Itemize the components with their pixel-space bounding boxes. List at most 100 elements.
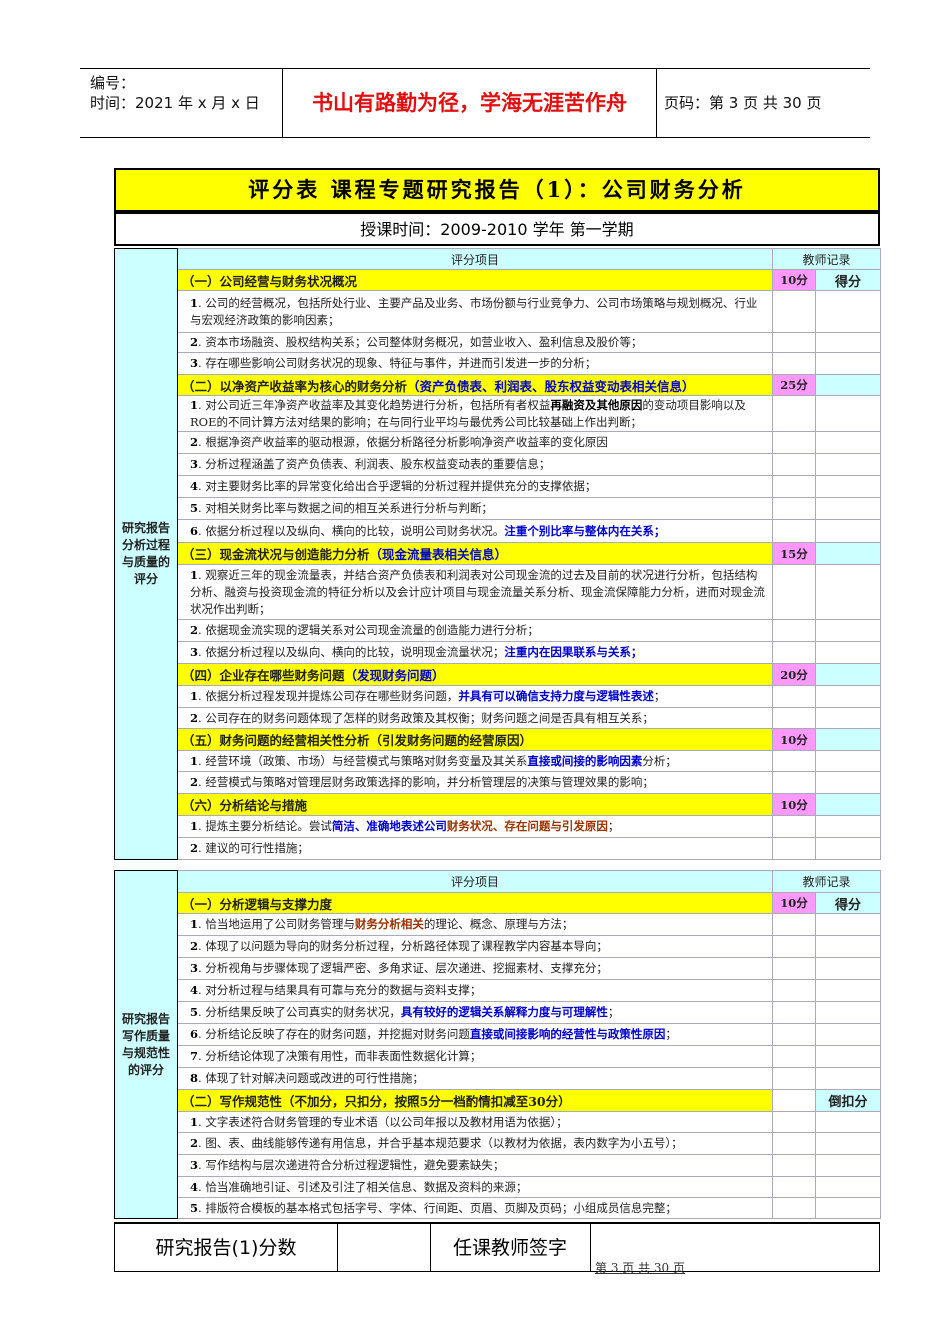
score-record-cell[interactable] [814,793,882,816]
category-points: 15分 [772,542,816,565]
points-cell[interactable] [772,1132,816,1155]
score-input-cell[interactable] [814,1001,882,1024]
criterion-row: 6. 分析结论反映了存在的财务问题，并挖掘对财务问题直接或间接影响的经营性与政策… [115,1023,882,1046]
points-cell[interactable] [772,332,816,353]
score-input-cell[interactable] [814,641,882,664]
points-cell[interactable] [772,837,816,860]
score-input-cell[interactable] [814,815,882,838]
points-cell[interactable] [772,979,816,1002]
points-cell[interactable] [772,475,816,498]
points-cell[interactable] [772,1111,816,1133]
text-segment: . 对相关财务比率与数据之间的相互关系进行分析与判断； [198,501,493,515]
score-input-cell[interactable] [814,352,882,375]
column-header-item: 评分项目 [177,248,773,270]
criterion-row: 2. 资本市场融资、股权结构关系；公司整体财务概况，如营业收入、盈利信息及股价等… [115,332,882,353]
score-input-cell[interactable] [814,685,882,708]
text-segment: （资产负债表、利润表、股东权益变动表相关信息） [407,378,695,394]
score-input-cell[interactable] [814,453,882,476]
points-cell[interactable] [772,1045,816,1068]
score-record-cell[interactable]: 得分 [814,269,882,291]
criterion-text: 2. 体现了以问题为导向的财务分析过程，分析路径体现了课程教学内容基本导向； [177,935,773,958]
points-cell[interactable] [772,1001,816,1024]
category-title: （二）以净资产收益率为核心的财务分析（资产负债表、利润表、股东权益变动表相关信息… [177,374,773,396]
points-cell[interactable] [772,1176,816,1198]
score-input-cell[interactable] [814,519,882,543]
criterion-row: 1. 依据分析过程发现并提炼公司存在哪些财务问题，并具有可以确信支持力度与逻辑性… [115,685,882,708]
text-segment: . 排版符合模板的基本格式包括字号、字体、行间距、页眉、页脚及页码；小组成员信息… [198,1200,677,1215]
points-cell[interactable] [772,352,816,375]
points-cell[interactable] [772,519,816,543]
points-cell[interactable] [772,771,816,794]
points-cell[interactable] [772,1197,816,1219]
score-input-cell[interactable] [814,475,882,498]
points-cell[interactable] [772,1067,816,1090]
text-segment: ； [607,819,620,833]
score-input-cell[interactable] [814,1176,882,1198]
score-record-cell[interactable] [814,374,882,396]
criterion-text: 2. 图、表、曲线能够传递有用信息，并合乎基本规范要求（以教材为依据，表内数字为… [177,1132,773,1155]
score-input-cell[interactable] [814,771,882,794]
score-input-cell[interactable] [814,1023,882,1046]
points-cell[interactable] [772,1023,816,1046]
points-cell[interactable] [772,619,816,642]
points-cell[interactable] [772,395,816,432]
score-input-cell[interactable] [814,957,882,980]
points-cell[interactable] [772,935,816,958]
score-input-cell[interactable] [814,332,882,353]
points-cell[interactable] [772,453,816,476]
score-input-cell[interactable] [814,1154,882,1177]
text-segment: 注重内在因果联系与关系； [504,645,643,659]
score-input-cell[interactable] [814,750,882,772]
points-cell[interactable] [772,685,816,708]
criterion-row: 6. 依据分析过程以及纵向、横向的比较，说明公司财务状况。注重个别比率与整体内在… [115,519,882,543]
score-input-cell[interactable] [814,837,882,860]
points-cell[interactable] [772,707,816,729]
score-record-cell[interactable]: 得分 [814,892,882,914]
category-points: 25分 [772,374,816,396]
score-value-field[interactable] [337,1224,431,1272]
score-input-cell[interactable] [814,395,882,432]
score-input-cell[interactable] [814,913,882,936]
score-input-cell[interactable] [814,935,882,958]
signature-label: 任课教师签字 [430,1224,591,1272]
score-input-cell[interactable] [814,979,882,1002]
criterion-text: 1. 文字表述符合财务管理的专业术语（以公司年报以及教材用语为依据）； [177,1111,773,1133]
text-segment: . 体现了以问题为导向的财务分析过程，分析路径体现了课程教学内容基本导向； [198,939,608,953]
score-input-cell[interactable] [814,1067,882,1090]
score-input-cell[interactable] [814,290,882,333]
score-record-cell[interactable]: 倒扣分 [814,1089,882,1112]
score-input-cell[interactable] [814,1197,882,1219]
score-input-cell[interactable] [814,1132,882,1155]
text-segment: 1 [190,819,199,833]
points-cell[interactable] [772,290,816,333]
criterion-text: 2. 资本市场融资、股权结构关系；公司整体财务概况，如营业收入、盈利信息及股价等… [177,332,773,353]
text-segment: . 恰当地运用了公司财务管理与 [198,917,355,931]
points-cell[interactable] [772,497,816,520]
page-header: 编号： 时间：2021 年 x 月 x 日 书山有路勤为径，学海无涯苦作舟 页码… [80,68,870,138]
points-cell[interactable] [772,957,816,980]
criterion-row: 5. 对相关财务比率与数据之间的相互关系进行分析与判断； [115,497,882,520]
points-cell[interactable] [772,913,816,936]
criterion-text: 3. 写作结构与层次递进符合分析过程逻辑性，避免要素缺失； [177,1154,773,1177]
points-cell[interactable] [772,431,816,454]
points-cell[interactable] [772,750,816,772]
text-segment: 的变动项目影响以及ROE的不同计算方法对结果的影响；在与同行业平均与最优秀公司比… [190,397,746,429]
score-input-cell[interactable] [814,431,882,454]
points-cell[interactable] [772,815,816,838]
score-record-cell[interactable] [814,728,882,751]
score-input-cell[interactable] [814,564,882,620]
criterion-text: 2. 公司存在的财务问题体现了怎样的财务政策及其权衡；财务问题之间是否具有相互关… [177,707,773,729]
score-input-cell[interactable] [814,619,882,642]
points-cell[interactable] [772,564,816,620]
points-cell[interactable] [772,641,816,664]
text-segment: 1 [190,917,199,931]
score-record-cell[interactable] [814,663,882,686]
score-input-cell[interactable] [814,497,882,520]
score-record-cell[interactable] [814,542,882,565]
category-title: （二）写作规范性（不加分，只扣分，按照5分一档酌情扣减至30分） [177,1089,773,1112]
score-input-cell[interactable] [814,707,882,729]
text-segment: 5 [190,501,199,515]
score-input-cell[interactable] [814,1045,882,1068]
score-input-cell[interactable] [814,1111,882,1133]
points-cell[interactable] [772,1154,816,1177]
